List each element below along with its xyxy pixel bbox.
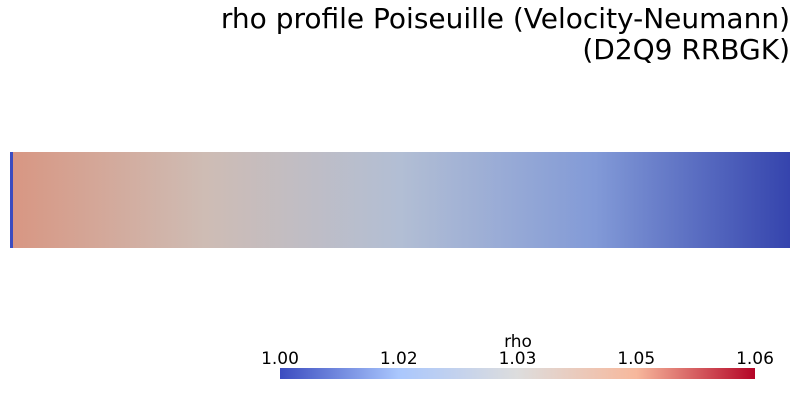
colorbar-tick-label: 1.06 bbox=[736, 349, 774, 369]
colorbar-tick-label: 1.02 bbox=[380, 349, 418, 369]
colorbar-title: rho bbox=[504, 332, 532, 352]
colorbar-tick-label: 1.00 bbox=[261, 349, 299, 369]
colorbar-tick-label: 1.05 bbox=[617, 349, 655, 369]
channel-field bbox=[10, 152, 790, 248]
title-line: rho profile Poiseuille (Velocity-Neumann… bbox=[221, 2, 790, 35]
colorbar-tick-label: 1.03 bbox=[499, 349, 537, 369]
title-line: (D2Q9 RRBGK) bbox=[582, 33, 790, 66]
inlet-edge bbox=[10, 152, 13, 248]
colorbar bbox=[280, 368, 755, 379]
